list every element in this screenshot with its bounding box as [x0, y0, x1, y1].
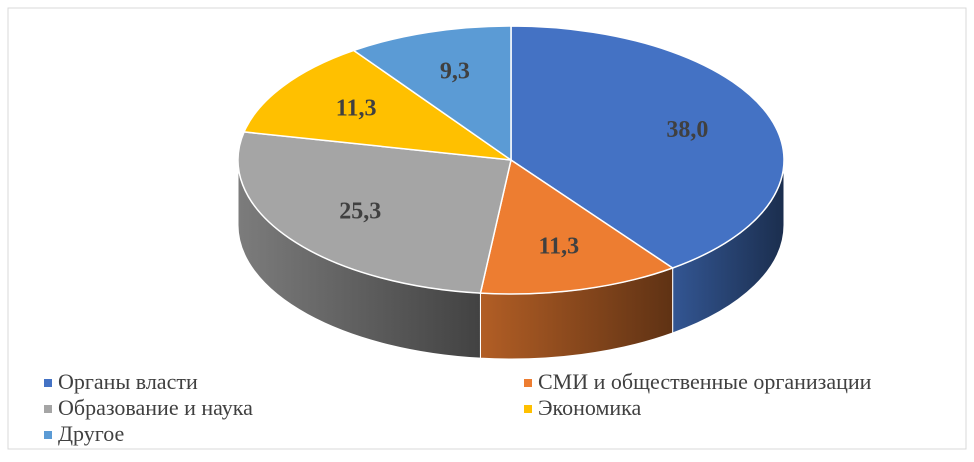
- slice: [479, 158, 675, 295]
- slice: [237, 131, 512, 294]
- slice: [242, 49, 512, 161]
- legend-label: Органы власти: [58, 369, 198, 394]
- legend-swatch: [524, 379, 532, 387]
- legend-label: Экономика: [538, 395, 642, 420]
- data-label: 25,3: [339, 199, 381, 225]
- legend-swatch: [44, 379, 52, 387]
- data-label: 11,3: [336, 95, 377, 121]
- legend-swatch: [44, 405, 52, 413]
- data-label: 38,0: [666, 117, 708, 143]
- legend-swatch: [524, 405, 532, 413]
- data-label: 9,3: [440, 59, 470, 85]
- slice: [352, 25, 512, 162]
- legend-label: Образование и наука: [58, 395, 253, 420]
- legend: Органы власти СМИ и общественные организа…: [44, 369, 872, 446]
- slice: [510, 25, 785, 269]
- data-label: 11,3: [539, 234, 580, 260]
- legend-swatch: [44, 431, 52, 439]
- pie-tops: [237, 25, 785, 295]
- legend-label: Другое: [58, 421, 124, 446]
- legend-label: СМИ и общественные организации: [538, 369, 872, 394]
- pie-labels: 38,0 11,3 25,3 11,3 9,3: [336, 59, 709, 260]
